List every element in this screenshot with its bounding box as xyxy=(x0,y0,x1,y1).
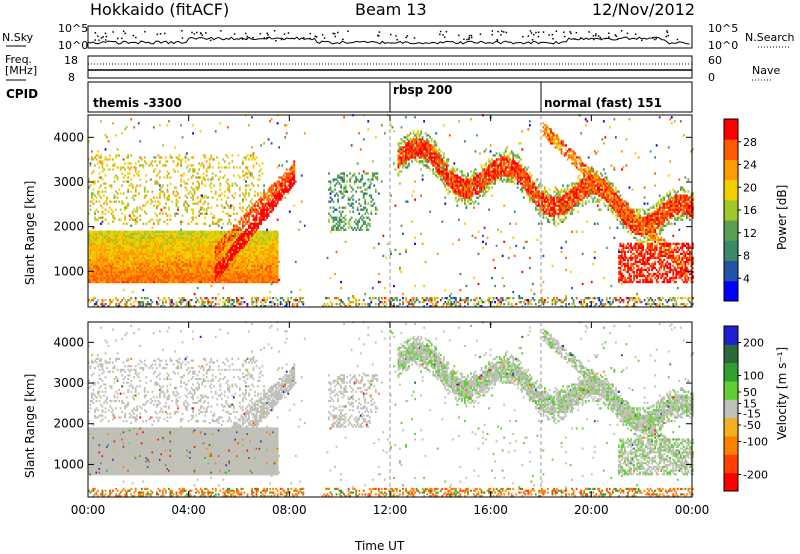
nave-tick-bottom: 0 xyxy=(708,71,715,84)
nsearch-tick-bottom: 10^0 xyxy=(708,39,739,52)
velocity-colorbar-tick: -100 xyxy=(743,436,768,449)
power-colorbar-tick: 12 xyxy=(743,227,757,240)
nsearch-tick-top: 10^5 xyxy=(708,22,739,35)
power-colorbar-swatch xyxy=(724,159,738,181)
y-tick-label: 4000 xyxy=(53,335,84,349)
power-colorbar-swatch xyxy=(724,119,738,140)
nave-label: Nave xyxy=(752,64,781,77)
y-tick-label: 3000 xyxy=(53,175,84,189)
power-colorbar-tick: 24 xyxy=(743,159,757,172)
x-tick-label: 00:00 xyxy=(675,503,710,517)
y-tick-label: 1000 xyxy=(53,264,84,278)
tick-labels: 1000 2000 3000 4000 1000 2000 3000 4000 00:00 04:… xyxy=(53,130,709,517)
freq-tick-top: 18 xyxy=(64,54,78,67)
velocity-colorbar-swatch xyxy=(724,417,738,437)
x-tick-label: 04:00 xyxy=(171,503,206,517)
nave-tick-top: 60 xyxy=(708,54,722,67)
y-tick-label: 1000 xyxy=(53,457,84,471)
cpid-segment-label: normal (fast) 151 xyxy=(544,96,662,110)
power-colorbar-swatch xyxy=(724,199,738,221)
power-colorbar-swatch xyxy=(724,139,738,160)
cpid-segment-label: themis -3300 xyxy=(93,96,182,110)
velocity-colorbar-swatch xyxy=(724,436,738,455)
power-heatmap xyxy=(88,114,694,308)
velocity-colorbar-tick: 15 xyxy=(743,398,757,411)
velocity-colorbar-swatch xyxy=(724,344,738,364)
beam-label: Beam 13 xyxy=(355,0,427,19)
y-tick-label: 4000 xyxy=(53,130,84,144)
x-axis-label: Time UT xyxy=(355,539,405,553)
freq-unit: [MHz] xyxy=(5,64,38,77)
x-tick-label: 08:00 xyxy=(272,503,307,517)
x-tick-label: 00:00 xyxy=(71,503,106,517)
velocity-colorbar-swatch xyxy=(724,326,738,345)
velocity-heatmap xyxy=(88,321,694,498)
freq-tick-bottom: 8 xyxy=(68,71,75,84)
velocity-colorbar-tick: -200 xyxy=(743,469,768,482)
x-tick-label: 16:00 xyxy=(473,503,508,517)
velocity-colorbar-swatch xyxy=(724,381,738,400)
station-title: Hokkaido (fitACF) xyxy=(90,0,230,19)
velocity-colorbar-swatch xyxy=(724,399,738,419)
x-tick-label: 20:00 xyxy=(574,503,609,517)
power-colorbar-swatch xyxy=(724,240,738,262)
power-colorbar-swatch xyxy=(724,179,738,201)
power-colorbar-tick: 28 xyxy=(743,136,757,149)
velocity-colorbar-swatch xyxy=(724,472,738,492)
velocity-colorbar-tick: 50 xyxy=(743,386,757,399)
velocity-colorbar-tick: -15 xyxy=(743,407,761,420)
velocity-colorbar-swatch xyxy=(724,454,738,474)
power-colorbar-tick: 4 xyxy=(743,272,750,285)
power-colorbar-swatch xyxy=(724,280,738,302)
nsearch-label: N.Search xyxy=(745,31,795,44)
y-tick-label: 2000 xyxy=(53,417,84,431)
freq-label: Freq. xyxy=(5,53,33,66)
velocity-colorbar-swatch xyxy=(724,362,738,382)
power-colorbar-tick: 8 xyxy=(743,250,750,263)
nsky-label: N.Sky xyxy=(2,31,34,44)
cpid-segment-label: rbsp 200 xyxy=(393,83,453,97)
velocity-colorbar-tick: -50 xyxy=(743,419,761,432)
velocity-colorbar-tick: 100 xyxy=(743,370,764,383)
velocity-colorbar-tick: 200 xyxy=(743,337,764,350)
y-tick-label: 3000 xyxy=(53,376,84,390)
x-tick-label: 12:00 xyxy=(373,503,408,517)
power-colorbar-tick: 20 xyxy=(743,181,757,194)
axes xyxy=(87,114,693,498)
y-tick-label: 2000 xyxy=(53,220,84,234)
nsky-tick-top: 10^5 xyxy=(58,22,89,35)
power-colorbar-tick: 16 xyxy=(743,204,757,217)
nsky-tick-bottom: 10^0 xyxy=(58,39,89,52)
summary-panels xyxy=(6,25,790,113)
power-colorbar-swatch xyxy=(724,260,738,282)
cpid-label: CPID xyxy=(6,87,39,101)
date-label: 12/Nov/2012 xyxy=(592,0,696,19)
power-colorbar-swatch xyxy=(724,220,738,241)
